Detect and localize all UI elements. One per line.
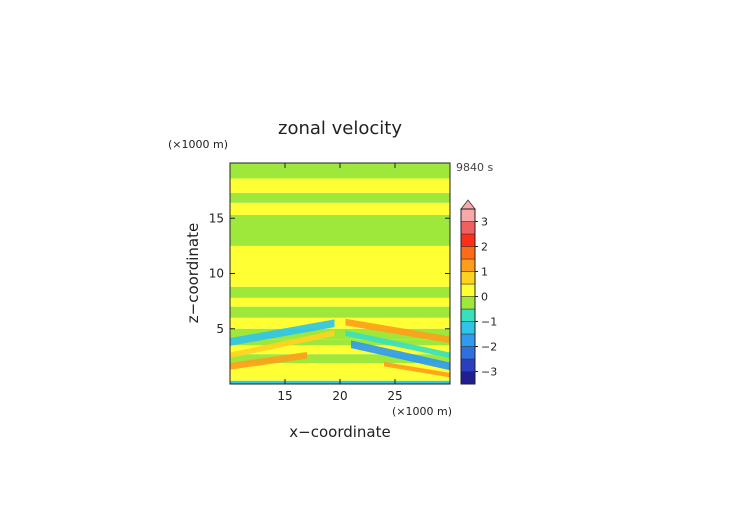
colorbar-swatch-5 <box>460 308 476 322</box>
velocity-features <box>230 318 450 378</box>
band-14 <box>230 192 450 203</box>
feature-5 <box>351 340 450 371</box>
x-tick-label-2: 25 <box>387 389 402 403</box>
feature-2 <box>230 351 307 370</box>
colorbar-swatch-13 <box>460 208 476 222</box>
colorbar-swatch-8 <box>460 271 476 285</box>
colorbar-swatch-3 <box>460 333 476 347</box>
colorbar-tick-label-1: −2 <box>481 341 497 354</box>
time-label: 9840 s <box>456 161 493 174</box>
y-axis-unit: (×1000 m) <box>168 138 228 151</box>
band-13 <box>230 202 450 215</box>
colorbar-swatch-1 <box>460 358 476 372</box>
colorbar-tick-label-0: −3 <box>481 366 497 379</box>
colorbar-swatch-11 <box>460 233 476 247</box>
band-9 <box>230 297 450 307</box>
colorbar: −3 −2 −1 0 1 2 3 <box>460 199 497 385</box>
band-4 <box>230 345 450 355</box>
colorbar-tick-label-2: −1 <box>481 316 497 329</box>
band-1 <box>230 374 450 381</box>
feature-1 <box>230 330 335 359</box>
colorbar-swatch-9 <box>460 258 476 272</box>
colorbar-swatch-10 <box>460 246 476 260</box>
band-3 <box>230 354 450 364</box>
band-8 <box>230 306 450 318</box>
colorbar-tick-label-6: 3 <box>481 216 488 229</box>
y-axis: 5 10 15 <box>209 211 450 336</box>
x-tick-label-0: 15 <box>277 389 292 403</box>
feature-3 <box>345 318 450 344</box>
y-axis-label: z−coordinate <box>184 223 202 323</box>
colorbar-swatch-0 <box>460 371 476 385</box>
band-7 <box>230 317 450 329</box>
colorbar-tick-label-4: 1 <box>481 266 488 279</box>
band-11 <box>230 245 450 287</box>
colorbar-tick-label-5: 2 <box>481 241 488 254</box>
y-tick-label-2: 15 <box>209 211 224 225</box>
colorbar-swatch-7 <box>460 283 476 297</box>
chart-title: zonal velocity <box>278 118 402 139</box>
colorbar-swatch-2 <box>460 346 476 360</box>
band-15 <box>230 178 450 193</box>
x-tick-label-1: 20 <box>332 389 347 403</box>
band-10 <box>230 286 450 298</box>
y-tick-label-0: 5 <box>216 322 224 336</box>
x-axis-label: x−coordinate <box>289 423 390 441</box>
band-5 <box>230 339 450 346</box>
band-2 <box>230 363 450 375</box>
colorbar-extend-arrow <box>460 199 476 210</box>
y-tick-label-1: 10 <box>209 267 224 281</box>
feature-0 <box>230 319 335 346</box>
x-axis: 15 20 25 <box>277 163 403 403</box>
colorbar-swatch-6 <box>460 296 476 310</box>
x-axis-unit: (×1000 m) <box>392 405 452 418</box>
heatmap-plot <box>229 162 451 385</box>
colorbar-swatch-4 <box>460 321 476 335</box>
band-6 <box>230 328 450 340</box>
colorbar-tick-label-3: 0 <box>481 291 488 304</box>
colorbar-swatch-12 <box>460 221 476 235</box>
feature-4 <box>345 330 450 359</box>
feature-6 <box>384 361 450 378</box>
band-12 <box>230 214 450 246</box>
